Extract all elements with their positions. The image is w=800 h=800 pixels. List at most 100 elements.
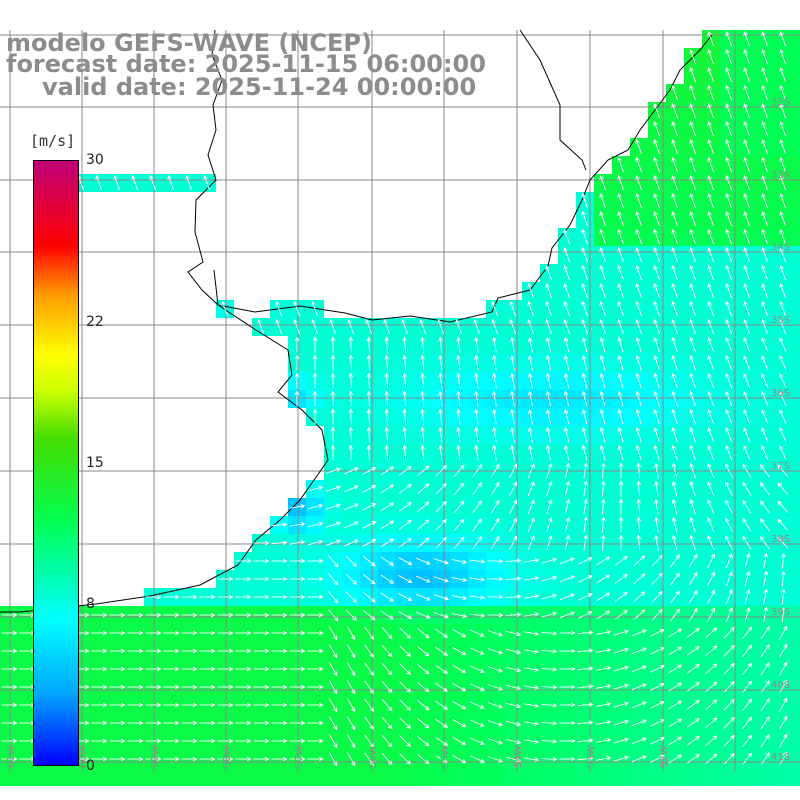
wind-arrow [689, 211, 696, 227]
wind-arrow [347, 319, 354, 335]
wind-arrow [635, 193, 642, 209]
wind-arrow [563, 229, 570, 245]
wind-arrow [653, 283, 660, 299]
wind-arrow [581, 319, 588, 335]
wind-cell [792, 30, 800, 48]
wind-arrow [689, 265, 696, 281]
lon-label: 55W [440, 745, 451, 768]
wind-arrow [689, 121, 696, 137]
wind-arrow [725, 247, 732, 263]
wind-arrow [743, 67, 750, 83]
wind-arrow [491, 301, 498, 317]
wind-cell [792, 264, 800, 282]
wind-arrow [779, 31, 786, 47]
wind-arrow [725, 301, 732, 317]
wind-arrow [581, 211, 588, 227]
wind-cell [792, 390, 800, 408]
wind-cell [342, 768, 360, 786]
wind-arrow [743, 157, 750, 173]
wind-arrow [221, 301, 228, 317]
wind-arrow [599, 175, 606, 191]
wind-arrow [743, 121, 750, 137]
wind-cell [792, 534, 800, 552]
wind-arrow [653, 229, 660, 245]
wind-cell [792, 426, 800, 444]
wind-cell [792, 732, 800, 750]
wind-cell [414, 768, 432, 786]
wind-arrow [743, 265, 750, 281]
wind-cell [504, 768, 522, 786]
wind-cell [792, 696, 800, 714]
wind-arrow [779, 265, 786, 281]
wind-cell [792, 66, 800, 84]
wind-arrow [707, 67, 714, 83]
wind-arrow [743, 283, 750, 299]
wind-cell [558, 768, 576, 786]
wind-arrow [725, 49, 732, 65]
wind-cell [108, 768, 126, 786]
lon-label: 59W [150, 745, 161, 768]
wind-arrow [635, 175, 642, 191]
lon-label: 56W [368, 745, 379, 768]
wind-arrow [671, 229, 678, 245]
wind-arrow [761, 229, 768, 245]
wind-arrow [725, 265, 732, 281]
wind-cell [792, 588, 800, 606]
wind-arrow [293, 301, 300, 317]
wind-arrow [725, 85, 732, 101]
wind-cell [792, 102, 800, 120]
valid-date: valid date: 2025-11-24 00:00:00 [42, 73, 477, 101]
wind-arrow [599, 265, 606, 281]
wind-cell [144, 768, 162, 786]
wind-arrow [779, 85, 786, 101]
legend-tick-30: 30 [86, 152, 104, 168]
wind-arrow [653, 265, 660, 281]
wind-arrow [671, 265, 678, 281]
coastline [0, 29, 713, 613]
wind-cell [612, 768, 630, 786]
wind-arrow [779, 229, 786, 245]
wind-cell [594, 768, 612, 786]
wind-arrow [707, 157, 714, 173]
wind-cell [324, 768, 342, 786]
wind-cell [360, 768, 378, 786]
wind-arrow [725, 175, 732, 191]
wind-arrow [617, 229, 624, 245]
wind-cell [792, 552, 800, 570]
wind-arrow [635, 139, 642, 155]
wind-arrow [419, 319, 426, 335]
wind-arrow [725, 31, 732, 47]
wind-arrow [761, 193, 768, 209]
lat-label: 41S [771, 752, 790, 763]
wind-arrow [653, 301, 660, 317]
wind-cell [792, 336, 800, 354]
wind-arrow [779, 283, 786, 299]
wind-arrow [653, 121, 660, 137]
wind-arrow [761, 265, 768, 281]
wind-cell [792, 642, 800, 660]
wind-cell [792, 660, 800, 678]
wind-arrow [743, 85, 750, 101]
wind-arrow [599, 247, 606, 263]
wind-arrow [563, 283, 570, 299]
wind-cell [792, 138, 800, 156]
wind-arrow [545, 319, 552, 335]
wind-arrow [401, 319, 408, 335]
wind-cell [792, 624, 800, 642]
wind-arrow [617, 265, 624, 281]
wind-arrow [743, 211, 750, 227]
wind-arrow [743, 103, 750, 119]
wind-arrow [761, 85, 768, 101]
wind-arrow [167, 175, 174, 191]
wind-arrow [617, 301, 624, 317]
wind-arrow [581, 247, 588, 263]
wind-cell [720, 768, 738, 786]
wind-arrow [671, 121, 678, 137]
wind-arrow [275, 319, 282, 335]
lon-label: 52W [659, 745, 670, 768]
legend-tick-22: 22 [86, 313, 104, 330]
wind-arrow [617, 319, 624, 335]
wind-arrow [689, 103, 696, 119]
wind-arrow [653, 193, 660, 209]
